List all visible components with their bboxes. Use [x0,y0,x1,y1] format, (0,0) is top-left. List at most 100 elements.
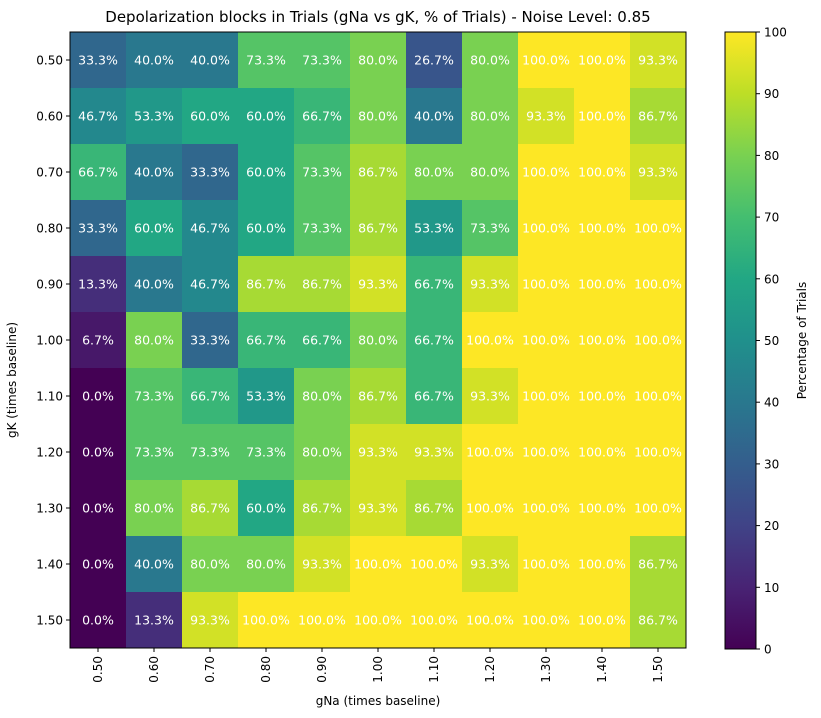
cell-value-label: 0.0% [82,389,114,404]
cell-value-label: 6.7% [82,333,114,348]
cell-value-label: 86.7% [246,277,286,292]
cell-value-label: 80.0% [414,165,454,180]
cell-value-label: 60.0% [190,109,230,124]
cell-value-label: 100.0% [522,501,570,516]
cell-value-label: 100.0% [466,613,514,628]
cell-value-label: 40.0% [134,165,174,180]
cell-value-label: 100.0% [578,613,626,628]
cell-value-label: 13.3% [78,277,118,292]
heatmap-cell [350,88,407,145]
cell-value-label: 93.3% [358,501,398,516]
heatmap-cell [182,592,239,649]
heatmap-cell [350,424,407,481]
cell-value-label: 73.3% [470,221,510,236]
heatmap-cell [518,368,575,425]
y-tick-label: 1.20 [36,446,63,460]
cell-value-label: 60.0% [246,501,286,516]
cell-value-label: 86.7% [638,109,678,124]
colorbar-tick-label: 0 [764,643,772,657]
cell-value-label: 53.3% [134,109,174,124]
heatmap-cell [126,144,183,201]
x-tick-label: 0.80 [259,656,273,683]
y-axis-ticks: 0.50 0.60 0.70 0.80 0.90 1.00 1.10 1.20 1.30 1.40… [36,54,70,628]
heatmap-cell [350,312,407,369]
heatmap-cell [406,256,463,313]
heatmap-cell [406,480,463,537]
colorbar-tick-label: 80 [764,149,779,163]
cell-value-label: 100.0% [578,501,626,516]
cell-value-label: 80.0% [134,333,174,348]
y-tick-label: 0.50 [36,54,63,68]
heatmap-cell [406,88,463,145]
cell-value-label: 93.3% [302,557,342,572]
cell-value-label: 33.3% [78,221,118,236]
heatmap-cell [518,424,575,481]
cell-value-label: 100.0% [634,221,682,236]
heatmap-cell [294,312,351,369]
heatmap-cell [126,368,183,425]
cell-value-label: 33.3% [190,333,230,348]
x-axis-label: gNa (times baseline) [316,694,441,708]
colorbar-ticks: 0 10 20 30 40 50 60 70 80 90 100 [756,26,787,657]
heatmap-cell [462,368,519,425]
cell-value-label: 86.7% [414,501,454,516]
heatmap-cell [518,592,575,649]
y-tick-label: 0.90 [36,278,63,292]
cell-value-label: 100.0% [578,445,626,460]
heatmap-cell [350,368,407,425]
heatmap-cell [462,200,519,257]
cell-value-label: 100.0% [578,109,626,124]
y-tick-label: 1.00 [36,334,63,348]
cell-value-label: 73.3% [246,53,286,68]
cell-value-label: 100.0% [522,53,570,68]
cell-value-label: 93.3% [358,277,398,292]
heatmap-cell [126,536,183,593]
heatmap-cell [406,536,463,593]
heatmap-cell [182,424,239,481]
heatmap-cell [70,536,127,593]
cell-value-label: 100.0% [634,389,682,404]
cell-value-label: 33.3% [78,53,118,68]
heatmap-cell [406,312,463,369]
cell-value-label: 66.7% [414,389,454,404]
heatmap-cell [630,88,687,145]
heatmap-cell [630,592,687,649]
cell-value-label: 100.0% [522,389,570,404]
cell-value-label: 13.3% [134,613,174,628]
y-tick-label: 1.10 [36,390,63,404]
heatmap-cell [182,368,239,425]
heatmap-cell [294,32,351,89]
heatmap-cell [462,592,519,649]
heatmap-cell [238,424,295,481]
cell-value-label: 26.7% [414,53,454,68]
cell-value-label: 60.0% [246,109,286,124]
heatmap-cell [70,88,127,145]
cell-value-label: 66.7% [78,165,118,180]
cell-value-label: 86.7% [638,557,678,572]
cell-value-label: 73.3% [134,445,174,460]
heatmap-cell [126,200,183,257]
heatmap-cell [462,536,519,593]
heatmap-cell [238,256,295,313]
heatmap-cell [70,200,127,257]
cell-value-label: 80.0% [358,53,398,68]
heatmap-cell [406,368,463,425]
cell-value-label: 80.0% [470,109,510,124]
cell-value-label: 86.7% [638,613,678,628]
heatmap-cell [294,424,351,481]
x-tick-label: 0.50 [91,656,105,683]
heatmap-cell [574,88,631,145]
heatmap-cell [294,144,351,201]
heatmap-cell [238,312,295,369]
heatmap-cell [574,200,631,257]
heatmap-cell [70,32,127,89]
cell-value-label: 100.0% [522,557,570,572]
cell-value-label: 93.3% [470,557,510,572]
x-tick-label: 1.40 [595,656,609,683]
heatmap-cell [518,536,575,593]
heatmap-cell [70,312,127,369]
cell-value-label: 100.0% [522,333,570,348]
heatmap-cell [518,144,575,201]
cell-value-label: 66.7% [414,333,454,348]
heatmap-cell [238,536,295,593]
